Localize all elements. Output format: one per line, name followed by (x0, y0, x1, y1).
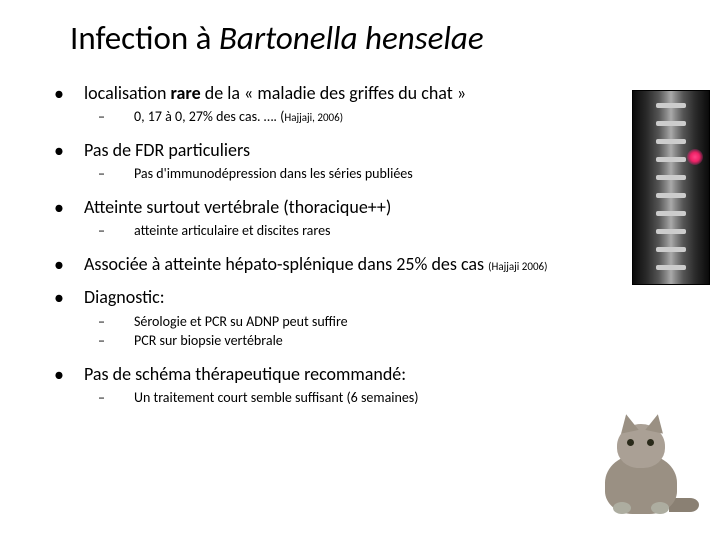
bullet-bold: rare (171, 82, 201, 104)
sub-item: Pas d'immunodépression dans les séries p… (84, 164, 680, 184)
reference: (Hajjaji 2006) (488, 260, 547, 273)
sub-list: Un traitement court semble suffisant (6 … (84, 388, 680, 408)
sub-text: PCR sur biopsie vertébrale (134, 332, 283, 349)
title-prefix: Infection à (70, 18, 219, 58)
bullet-list: localisation rare de la « maladie des gr… (50, 82, 680, 408)
bullet-item: localisation rare de la « maladie des gr… (50, 82, 680, 127)
cat-image (593, 404, 698, 514)
sub-text: Sérologie et PCR su ADNP peut suffire (134, 313, 348, 330)
bullet-item: Associée à atteinte hépato-splénique dan… (50, 253, 680, 276)
sub-item: PCR sur biopsie vertébrale (84, 331, 680, 351)
bullet-item: Atteinte surtout vertébrale (thoracique+… (50, 196, 680, 241)
sub-text: atteinte articulaire et discites rares (134, 222, 331, 239)
sub-text: Un traitement court semble suffisant (6 … (134, 389, 419, 406)
sub-item: Un traitement court semble suffisant (6 … (84, 388, 680, 408)
sub-text: Pas d'immunodépression dans les séries p… (134, 165, 413, 182)
bullet-text: Pas de FDR particuliers (84, 139, 250, 161)
sub-text: 0, 17 à 0, 27% des cas. …. ( (134, 108, 284, 125)
sub-list: Pas d'immunodépression dans les séries p… (84, 164, 680, 184)
sub-list: atteinte articulaire et discites rares (84, 221, 680, 241)
bullet-text: Pas de schéma thérapeutique recommandé: (84, 363, 406, 385)
bullet-text: Diagnostic: (84, 286, 165, 308)
spine-ct-image (632, 90, 710, 285)
bullet-item: Pas de schéma thérapeutique recommandé: … (50, 363, 680, 408)
sub-list: Sérologie et PCR su ADNP peut suffire PC… (84, 312, 680, 351)
bullet-text: Atteinte surtout vertébrale (thoracique+… (84, 196, 391, 218)
bullet-text: localisation (84, 82, 171, 104)
sub-item: atteinte articulaire et discites rares (84, 221, 680, 241)
sub-list: 0, 17 à 0, 27% des cas. …. (Hajjaji, 200… (84, 107, 680, 127)
reference: Hajjaji, 2006) (284, 111, 343, 124)
bullet-item: Pas de FDR particuliers Pas d'immunodépr… (50, 139, 680, 184)
bullet-text: Associée à atteinte hépato-splénique dan… (84, 253, 488, 275)
bullet-item: Diagnostic: Sérologie et PCR su ADNP peu… (50, 286, 680, 351)
sub-item: 0, 17 à 0, 27% des cas. …. (Hajjaji, 200… (84, 107, 680, 127)
title-italic: Bartonella henselae (219, 18, 484, 58)
bullet-text: de la « maladie des griffes du chat » (201, 82, 466, 104)
sub-item: Sérologie et PCR su ADNP peut suffire (84, 312, 680, 332)
slide-title: Infection à Bartonella henselae (70, 18, 680, 58)
